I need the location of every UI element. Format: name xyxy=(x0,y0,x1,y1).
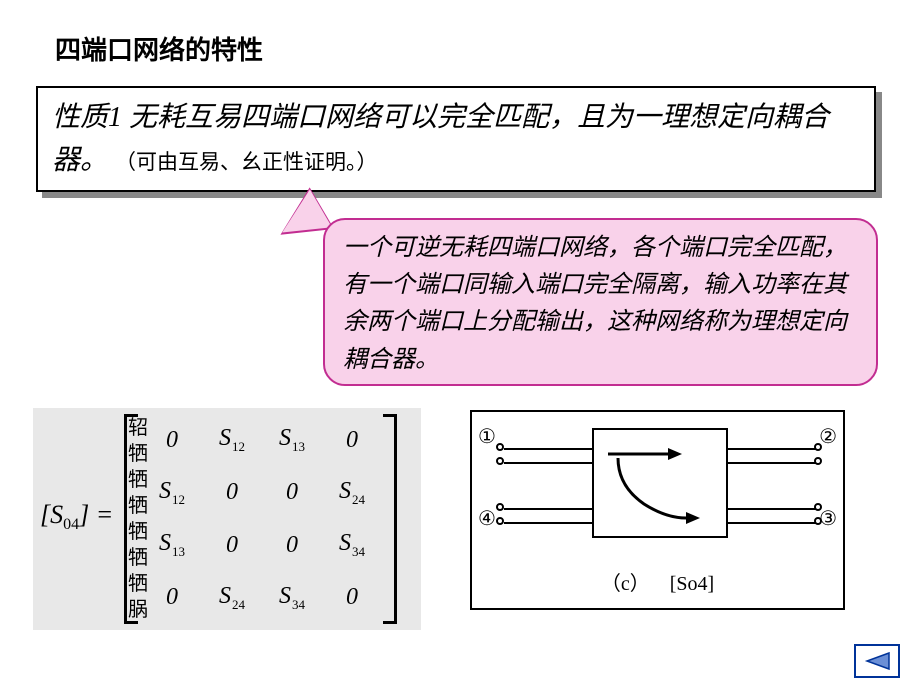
matrix-cell: S34 xyxy=(322,519,382,572)
port-number-3: ③ xyxy=(819,506,837,531)
coupler-block xyxy=(592,428,728,538)
matrix-subscript: 04 xyxy=(63,516,79,533)
port-line xyxy=(504,462,592,464)
matrix-symbol: S xyxy=(50,500,63,529)
matrix-bracket-left xyxy=(124,414,138,624)
port-terminal xyxy=(496,503,504,511)
matrix-cell: 0 xyxy=(202,519,262,572)
property-label: 性质1 xyxy=(52,102,122,133)
matrix-cell: S13 xyxy=(262,414,322,467)
matrix-cell: 0 xyxy=(142,414,202,467)
matrix-cell: 0 xyxy=(322,572,382,625)
equals-sign: = xyxy=(96,500,114,529)
s-parameter-matrix: 0S12S130S1200S24S1300S340S24S340 xyxy=(142,414,382,624)
triangle-left-icon xyxy=(863,651,891,671)
port-number-2: ② xyxy=(819,424,837,449)
matrix-bracket-right xyxy=(383,414,397,624)
matrix-cell: S12 xyxy=(142,467,202,520)
port-number-1: ① xyxy=(478,424,496,449)
signal-arrows xyxy=(594,430,730,540)
port-terminal xyxy=(814,457,822,465)
matrix-cell: S24 xyxy=(322,467,382,520)
matrix-cell: S34 xyxy=(262,572,322,625)
bracket-open: [ xyxy=(40,500,50,529)
matrix-cell: 0 xyxy=(142,572,202,625)
previous-slide-button[interactable] xyxy=(854,644,900,678)
port-line xyxy=(728,462,816,464)
diagram-caption: （c） [So4] xyxy=(472,567,843,596)
callout-bubble: 一个可逆无耗四端口网络，各个端口完全匹配，有一个端口同输入端口完全隔离，输入功率… xyxy=(323,218,878,386)
matrix-cell: 0 xyxy=(262,519,322,572)
port-line xyxy=(504,522,592,524)
matrix-cell: S24 xyxy=(202,572,262,625)
port-terminal xyxy=(496,457,504,465)
property-note: （可由互易、幺正性证明。） xyxy=(115,150,378,174)
section-heading: 四端口网络的特性 xyxy=(55,30,263,67)
matrix-cell: 0 xyxy=(202,467,262,520)
matrix-lhs: [S04] = xyxy=(40,500,113,534)
matrix-cell: S13 xyxy=(142,519,202,572)
port-line xyxy=(504,448,592,450)
caption-left: （c） xyxy=(601,573,650,595)
port-line xyxy=(504,508,592,510)
port-line xyxy=(728,448,816,450)
port-terminal xyxy=(496,517,504,525)
matrix-cell: 0 xyxy=(322,414,382,467)
port-number-4: ④ xyxy=(478,506,496,531)
bracket-close: ] xyxy=(79,500,89,529)
port-line xyxy=(728,522,816,524)
callout-tail xyxy=(278,187,332,232)
port-terminal xyxy=(496,443,504,451)
matrix-cell: 0 xyxy=(262,467,322,520)
matrix-cell: S12 xyxy=(202,414,262,467)
property-box: 性质1 无耗互易四端口网络可以完全匹配，且为一理想定向耦合器。 （可由互易、幺正… xyxy=(36,86,876,192)
caption-right: [So4] xyxy=(670,573,714,595)
coupler-diagram: ① ② ③ ④ （c） [So4] xyxy=(470,410,845,610)
port-line xyxy=(728,508,816,510)
